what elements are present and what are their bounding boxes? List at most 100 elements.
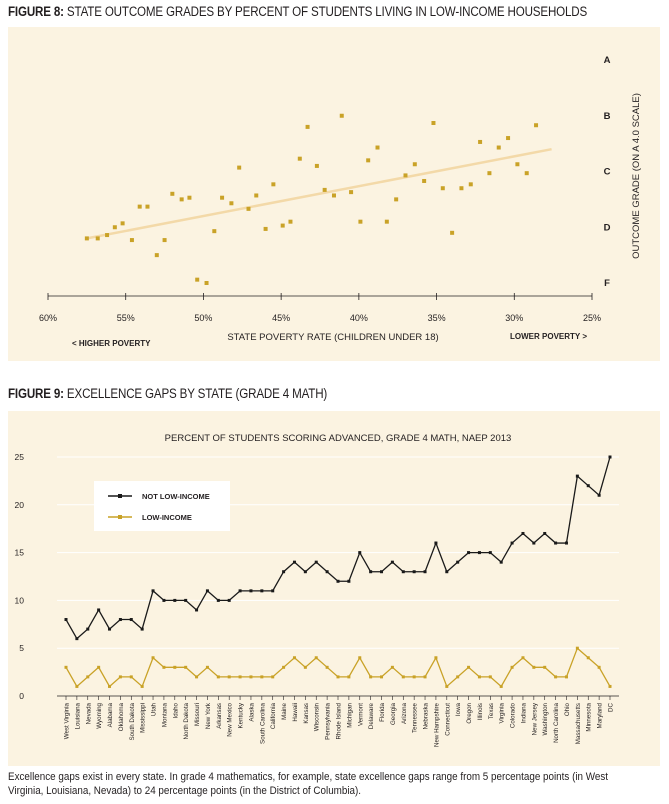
line-chart: PERCENT OF STUDENTS SCORING ADVANCED, GR… — [15, 433, 619, 747]
data-point — [112, 225, 117, 230]
data-point-low-income — [390, 665, 394, 669]
x-tick-label: California — [270, 702, 277, 729]
x-tick-label: Florida — [379, 702, 386, 721]
x-tick-label: Wisconsin — [314, 702, 321, 731]
y-tick-label: 5 — [19, 643, 24, 653]
data-point-not-low-income — [292, 560, 296, 564]
y-tick-label: 0 — [19, 691, 24, 701]
x-tick-label: Wyoming — [96, 702, 103, 728]
x-tick-label: 50% — [194, 313, 212, 323]
data-point-low-income — [129, 675, 133, 679]
data-point — [220, 195, 225, 200]
data-point-not-low-income — [445, 570, 449, 574]
data-point-low-income — [554, 675, 558, 679]
legend-box — [94, 481, 230, 531]
x-tick-label: Virginia — [499, 702, 506, 723]
x-tick-label: Montana — [161, 702, 168, 727]
x-tick-label: Arkansas — [216, 703, 223, 729]
y-axis-label: OUTCOME GRADE (ON A 4.0 SCALE) — [631, 93, 642, 259]
data-point-not-low-income — [575, 474, 579, 478]
data-point — [162, 238, 167, 243]
data-point-not-low-income — [412, 570, 416, 574]
legend-marker-low-income — [118, 515, 122, 519]
x-tick-label: New Mexico — [227, 702, 234, 736]
data-point — [84, 236, 89, 241]
y-tick-label: C — [604, 167, 611, 178]
data-point — [237, 165, 242, 170]
legend-label-low-income: LOW-INCOME — [142, 513, 192, 522]
x-tick-label: North Dakota — [183, 702, 190, 739]
y-tick-label: 10 — [15, 595, 25, 605]
data-point-not-low-income — [195, 608, 199, 612]
data-point-low-income — [75, 684, 79, 688]
data-point-not-low-income — [390, 560, 394, 564]
x-tick-label: Kentucky — [238, 702, 245, 728]
data-point-low-income — [303, 665, 307, 669]
data-point-not-low-income — [227, 598, 231, 602]
x-tick-label: New York — [205, 702, 212, 729]
data-point — [263, 226, 268, 231]
x-tick-label: Maine — [281, 702, 288, 719]
data-point-not-low-income — [358, 551, 362, 555]
data-point-low-income — [86, 675, 90, 679]
data-point-not-low-income — [521, 531, 525, 535]
data-point-low-income — [325, 665, 329, 669]
data-point-low-income — [151, 656, 155, 660]
x-tick-label: Michigan — [346, 702, 353, 727]
scatter-chart: 60% 55% 50% 45% 40% 35% 30% 25% A B C D F STATE POV… — [39, 55, 642, 348]
data-point — [105, 233, 110, 238]
data-point-not-low-income — [499, 560, 503, 564]
data-point-low-income — [564, 675, 568, 679]
data-point-low-income — [597, 665, 601, 669]
x-tick-label: Mississippi — [140, 703, 147, 733]
lower-poverty-label: LOWER POVERTY > — [510, 332, 587, 341]
x-tick-label: Missouri — [194, 703, 201, 726]
data-point-not-low-income — [477, 551, 481, 555]
data-point — [375, 145, 380, 150]
data-point-low-income — [369, 675, 373, 679]
data-point-not-low-income — [303, 570, 307, 574]
data-point-low-income — [434, 656, 438, 660]
data-point-low-income — [499, 684, 503, 688]
data-point-low-income — [184, 665, 188, 669]
data-point-low-income — [532, 665, 536, 669]
data-point-low-income — [456, 675, 460, 679]
x-tick-label: Delaware — [368, 702, 375, 729]
data-point-not-low-income — [108, 627, 112, 631]
x-tick-label: Georgia — [390, 702, 397, 725]
data-point-not-low-income — [75, 637, 79, 641]
data-point — [170, 191, 175, 196]
data-point — [187, 195, 192, 200]
data-point-low-income — [227, 675, 231, 679]
x-axis-label: STATE POVERTY RATE (CHILDREN UNDER 18) — [227, 332, 438, 343]
x-tick-label: South Carolina — [259, 702, 266, 743]
data-point-low-income — [423, 675, 427, 679]
x-tick-label: New Hampshire — [433, 702, 440, 747]
figure-8-title: FIGURE 8: STATE OUTCOME GRADES BY PERCEN… — [8, 4, 588, 19]
figure-9-panel: PERCENT OF STUDENTS SCORING ADVANCED, GR… — [8, 411, 660, 766]
x-tick-label: Pennsylvania — [325, 702, 332, 739]
legend-label-not-low-income: NOT LOW-INCOME — [142, 492, 210, 501]
data-point-not-low-income — [401, 570, 405, 574]
data-point — [487, 171, 492, 176]
x-tick-label: Hawaii — [292, 703, 299, 722]
data-point-not-low-income — [173, 598, 177, 602]
data-point-low-income — [195, 675, 199, 679]
data-point-not-low-income — [434, 541, 438, 545]
data-point-not-low-income — [564, 541, 568, 545]
data-point-low-income — [488, 675, 492, 679]
data-point — [515, 162, 520, 167]
chart-title: PERCENT OF STUDENTS SCORING ADVANCED, GR… — [165, 433, 512, 444]
x-tick-label: Washington — [542, 702, 549, 735]
data-point-low-income — [162, 665, 166, 669]
data-point — [145, 204, 150, 209]
figure-8-panel: 60% 55% 50% 45% 40% 35% 30% 25% A B C D F STATE POV… — [8, 27, 660, 361]
data-point-low-income — [586, 656, 590, 660]
series-line-low-income — [65, 647, 611, 688]
data-point-low-income — [358, 656, 362, 660]
data-point-not-low-income — [369, 570, 373, 574]
x-tick-label: Oklahoma — [118, 702, 125, 731]
legend-marker-not-low-income — [118, 494, 122, 498]
data-point-not-low-income — [543, 531, 547, 535]
data-point-low-income — [64, 665, 68, 669]
